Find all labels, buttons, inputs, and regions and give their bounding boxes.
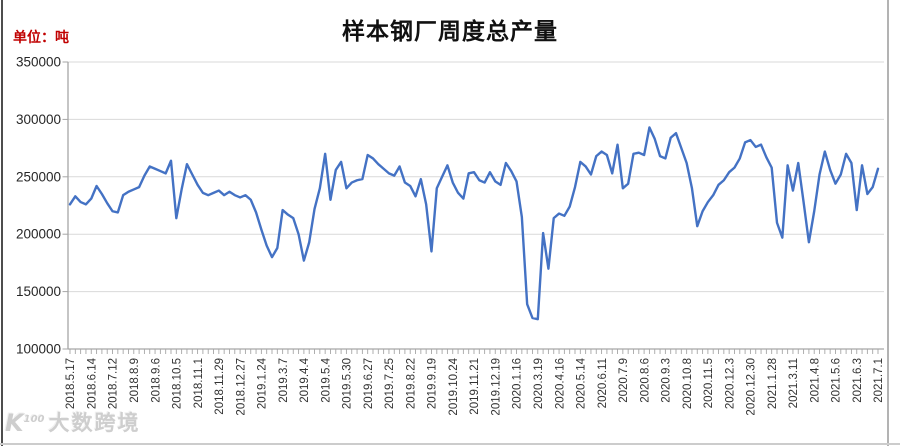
x-axis-tick-label: 2020.1.16 <box>512 358 524 409</box>
x-axis-tick-label: 2019.10.24 <box>448 357 460 415</box>
x-axis-tick-label: 2019.1.24 <box>257 357 269 409</box>
x-axis-tick-label: 2018.8.9 <box>129 358 141 403</box>
production-series-line <box>68 126 880 321</box>
x-axis-tick-label: 2020.6.11 <box>597 358 609 408</box>
x-axis-tick-label: 2020.7.9 <box>618 358 630 403</box>
x-axis-tick-label: 2019.3.7 <box>278 358 290 403</box>
frame-border-bottom <box>0 443 900 445</box>
x-axis-tick-label: 2018.10.5 <box>172 358 184 409</box>
x-axis-tick-label: 2020.10.8 <box>682 358 694 409</box>
x-axis-tick-label: 2020.12.3 <box>724 358 736 409</box>
x-axis-tick-label: 2019.4.4 <box>299 357 311 402</box>
x-axis-tick-label: 2018.9.6 <box>150 358 162 403</box>
x-axis-tick-label: 2020.12.30 <box>746 358 758 416</box>
x-axis-tick-label: 2021.7.1 <box>873 358 885 403</box>
x-axis-tick-label: 2018.11.1 <box>193 358 205 408</box>
x-axis-tick-label: 2021.4.8 <box>809 358 821 403</box>
x-axis-tick-label: 2018.7.12 <box>108 358 120 409</box>
x-axis-tick-label: 2019.12.19 <box>490 358 502 416</box>
frame-border-right <box>887 0 889 446</box>
watermark-text: 大数跨境 <box>48 410 141 435</box>
x-axis-tick-label: 2021.6.3 <box>852 358 864 403</box>
x-axis-tick-label: 2019.5.30 <box>342 358 354 409</box>
watermark: K100 大数跨境 <box>5 411 140 435</box>
y-axis-tick-label: 150000 <box>16 284 61 299</box>
frame-border-left <box>1 0 3 446</box>
x-axis-tick-label: 2020.9.3 <box>661 358 673 403</box>
x-axis-tick-label: 2021.5.6 <box>831 358 843 403</box>
x-axis-tick-label: 2020.4.16 <box>554 358 566 409</box>
x-axis-tick-label: 2019.11.21 <box>469 358 481 415</box>
x-axis-tick-label: 2020.8.6 <box>639 358 651 403</box>
x-axis-tick-label: 2020.11.5 <box>703 358 715 408</box>
x-axis-tick-label: 2018.12.27 <box>235 358 247 416</box>
x-axis-tick-label: 2019.7.25 <box>384 358 396 409</box>
x-axis-tick-label: 2018.6.14 <box>86 357 98 409</box>
x-axis-tick-label: 2019.9.19 <box>427 358 439 409</box>
x-axis-tick-label: 2020.5.14 <box>576 357 588 409</box>
x-axis-tick-label: 2020.3.19 <box>533 358 545 409</box>
unit-label: 单位：吨 <box>13 30 69 46</box>
y-axis-tick-label: 200000 <box>16 227 61 242</box>
watermark-logo-icon: K100 <box>5 409 45 437</box>
x-axis-tick-label: 2018.11.29 <box>214 358 226 415</box>
x-axis-tick-label: 2019.5.4 <box>320 357 332 402</box>
y-axis-tick-label: 250000 <box>16 169 61 184</box>
chart-title: 样本钢厂周度总产量 <box>342 18 558 45</box>
x-axis-tick-label: 2021.1.28 <box>767 358 779 409</box>
x-axis-tick-label: 2019.8.22 <box>405 358 417 409</box>
y-axis-tick-label: 300000 <box>16 112 61 127</box>
x-axis-tick-label: 2018.5.17 <box>65 358 77 409</box>
x-axis-tick-label: 2019.6.27 <box>363 358 375 409</box>
y-axis-tick-label: 350000 <box>16 55 61 70</box>
y-axis-tick-label: 100000 <box>16 342 61 357</box>
x-axis-tick-label: 2021.3.11 <box>788 358 800 408</box>
